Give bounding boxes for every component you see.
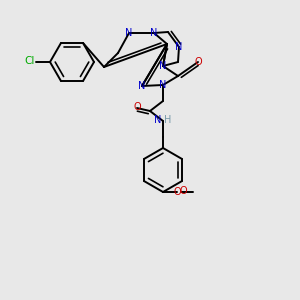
Text: O: O xyxy=(133,102,141,112)
Text: N: N xyxy=(175,42,183,52)
Text: N: N xyxy=(125,28,133,38)
Text: H: H xyxy=(164,115,172,125)
Text: N: N xyxy=(154,115,162,125)
Text: N: N xyxy=(150,28,158,38)
Text: N: N xyxy=(159,61,167,71)
Text: O: O xyxy=(173,187,181,197)
Text: O: O xyxy=(194,57,202,67)
Text: N: N xyxy=(159,80,167,90)
Text: O: O xyxy=(179,187,187,196)
Text: N: N xyxy=(138,81,146,91)
Text: Cl: Cl xyxy=(25,56,35,67)
